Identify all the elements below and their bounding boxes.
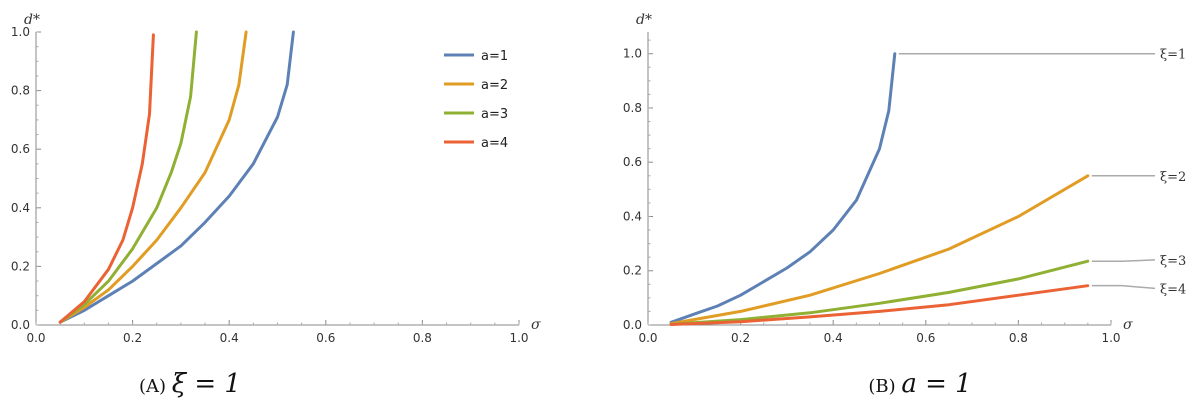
- x-tick-label: 0.0: [638, 331, 657, 345]
- y-axis-label: d*: [24, 12, 40, 28]
- y-tick-label: 0.8: [11, 84, 30, 98]
- annotation-label: ξ=2: [1160, 170, 1186, 185]
- series-line-2: [58, 30, 248, 324]
- series-line-4: [58, 33, 155, 324]
- y-tick-label: 0.2: [11, 259, 30, 273]
- legend-label: a=3: [481, 107, 508, 122]
- series-line-3: [669, 259, 1090, 326]
- chart-panel-a: 0.0 0.2 0.4 0.6 0.8 1.00.00.20.40.60.81.0σd*a…: [11, 12, 541, 399]
- y-tick-label: 0.6: [623, 155, 642, 169]
- x-axis-label: σ: [1123, 317, 1133, 333]
- legend: a=1 a=2 a=3 a=4: [444, 49, 508, 151]
- annotation-leader: [1091, 259, 1156, 262]
- y-tick-label: 0.4: [11, 201, 30, 215]
- legend-label: a=2: [481, 78, 508, 93]
- y-tick-label: 0.0: [11, 318, 30, 332]
- y-tick-label: 0.0: [623, 318, 642, 332]
- x-tick-label: 0.0: [26, 331, 45, 345]
- y-tick-label: 1.0: [11, 25, 30, 39]
- y-tick-label: 0.2: [623, 264, 642, 278]
- annotation-label: ξ=1: [1160, 48, 1186, 63]
- series-line-4: [669, 284, 1090, 326]
- annotation-label: ξ=4: [1160, 282, 1186, 297]
- series-line-2: [669, 174, 1090, 326]
- x-axis-label: σ: [531, 317, 541, 333]
- annotation-label: ξ=3: [1160, 254, 1186, 269]
- y-tick-label: 0.4: [623, 209, 642, 223]
- x-tick-label: 1.0: [1101, 331, 1120, 345]
- legend-label: a=4: [481, 136, 508, 151]
- x-tick-label: 0.4: [220, 331, 239, 345]
- chart-panel-b: 0.0 0.2 0.4 0.6 0.8 1.00.00.20.40.60.81.0σd*ξ…: [623, 12, 1186, 399]
- y-axis-label: d*: [636, 12, 652, 28]
- y-tick-label: 0.6: [11, 142, 30, 156]
- x-tick-label: 0.8: [1009, 331, 1028, 345]
- series-line-1: [669, 52, 897, 324]
- x-tick-label: 0.8: [413, 331, 432, 345]
- series-line-3: [58, 30, 198, 324]
- panel-caption: (A) ξ = 1: [139, 369, 241, 399]
- x-tick-label: 0.6: [916, 331, 935, 345]
- legend-label: a=1: [481, 49, 508, 64]
- series-line-1: [58, 30, 295, 324]
- panel-caption: (B) a = 1: [868, 369, 971, 399]
- y-tick-label: 0.8: [623, 101, 642, 115]
- x-tick-label: 0.6: [316, 331, 335, 345]
- x-tick-label: 0.2: [123, 331, 142, 345]
- x-tick-label: 1.0: [509, 331, 528, 345]
- x-tick-label: 0.2: [731, 331, 750, 345]
- x-tick-label: 0.4: [824, 331, 843, 345]
- annotation-leader: [1091, 284, 1156, 290]
- y-tick-label: 1.0: [623, 47, 642, 61]
